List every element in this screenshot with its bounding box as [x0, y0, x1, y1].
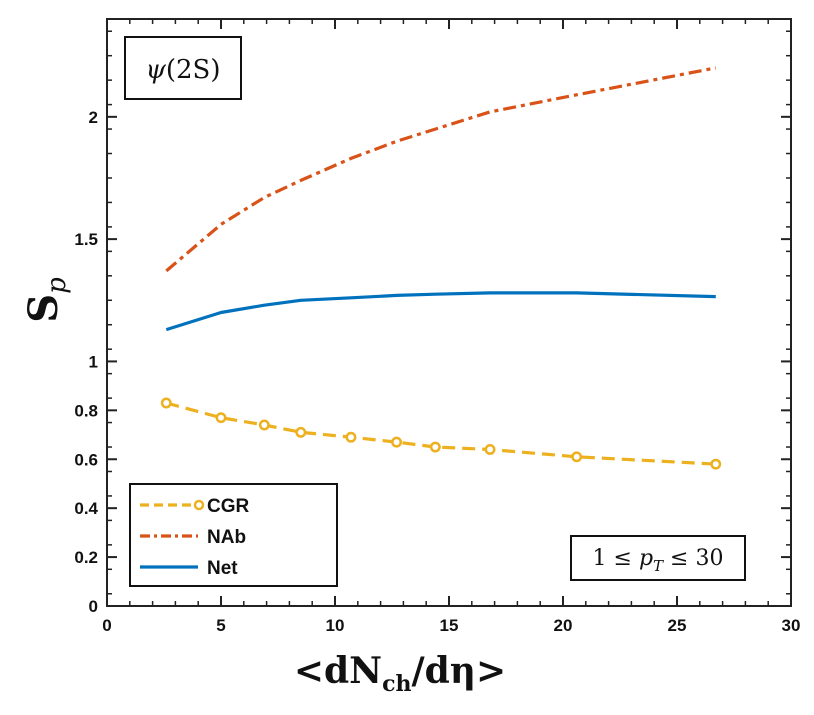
- pt-range-label: 1 ≤ pT ≤ 30: [593, 546, 724, 575]
- data-point-cgr: [710, 458, 722, 470]
- y-tick-label: 1.5: [74, 230, 98, 249]
- legend-label-cgr: CGR: [207, 496, 250, 517]
- ticks: 0 5 10 15 20 25 30 0 0.2 0.4 0.6 0.8 1 1.5 2: [74, 19, 800, 635]
- series-line-cgr: [165, 401, 716, 466]
- legend-marker-cgr: [193, 499, 205, 511]
- series-group: [160, 66, 722, 470]
- data-point-cgr: [391, 436, 403, 448]
- x-tick-label: 20: [554, 616, 573, 635]
- data-point-cgr: [484, 444, 496, 455]
- x-tick-label: 0: [102, 616, 111, 635]
- series-line-nab: [165, 66, 717, 273]
- x-tick-label: 15: [440, 616, 459, 635]
- x-tick-label: 25: [668, 616, 687, 635]
- data-point-cgr: [258, 419, 270, 431]
- pt-range-box: 1 ≤ pT ≤ 30: [570, 535, 746, 581]
- y-tick-label: 0.2: [74, 548, 98, 567]
- series-line-net: [165, 291, 716, 332]
- data-point-cgr: [215, 412, 227, 424]
- data-point-cgr: [345, 431, 357, 443]
- data-point-cgr: [571, 451, 583, 463]
- x-tick-label: 5: [216, 616, 225, 635]
- x-axis-label: <dNch/dη>: [294, 650, 506, 697]
- x-tick-label: 30: [782, 616, 801, 635]
- y-tick-label: 0.6: [74, 450, 98, 469]
- y-tick-label: 2: [89, 108, 98, 127]
- y-tick-label: 0.8: [74, 401, 98, 420]
- y-tick-label: 0.4: [74, 499, 98, 518]
- legend: CGR NAb Net: [129, 483, 338, 587]
- x-tick-label: 10: [326, 616, 345, 635]
- legend-label-nab: NAb: [207, 527, 246, 548]
- particle-label-box: ψ(2S): [124, 36, 242, 100]
- data-point-cgr: [295, 426, 307, 438]
- data-point-cgr: [429, 441, 441, 453]
- particle-label: ψ(2S): [145, 55, 220, 85]
- y-tick-label: 1: [89, 352, 98, 371]
- legend-label-net: Net: [207, 558, 238, 579]
- y-axis-label: Sp: [20, 277, 72, 323]
- data-point-cgr: [160, 397, 172, 409]
- y-tick-label: 0: [89, 597, 98, 616]
